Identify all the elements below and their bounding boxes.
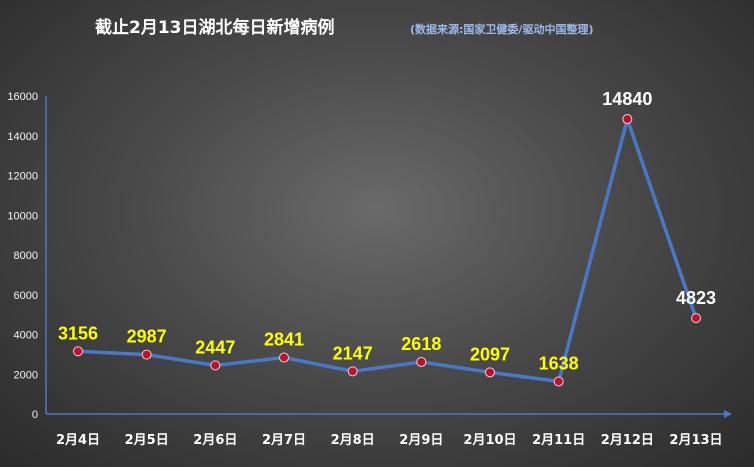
data-label: 2841 — [264, 330, 304, 350]
data-label: 2147 — [333, 343, 373, 363]
x-tick-label: 2月8日 — [331, 433, 375, 448]
y-tick-label: 6000 — [14, 290, 38, 302]
x-tick-label: 2月5日 — [125, 433, 169, 448]
data-label: 2987 — [127, 327, 167, 347]
y-tick-label: 14000 — [7, 131, 38, 143]
x-tick-label: 2月13日 — [669, 433, 722, 448]
data-label: 4823 — [676, 288, 716, 308]
data-label: 2618 — [401, 334, 441, 354]
data-point — [279, 352, 289, 363]
data-point — [141, 349, 152, 360]
y-tick-label: 12000 — [7, 171, 38, 183]
x-tick-label: 2月7日 — [262, 433, 306, 448]
x-tick-label: 2月10日 — [463, 433, 516, 448]
data-label: 14840 — [602, 89, 652, 109]
x-tick-label: 2月11日 — [532, 433, 585, 448]
chart-title: 截止2月13日湖北每日新增病例 — [95, 17, 335, 38]
series-group — [73, 114, 701, 387]
data-label: 1638 — [539, 353, 579, 373]
data-point — [210, 360, 221, 371]
y-tick-label: 8000 — [14, 250, 38, 262]
data-label: 2097 — [470, 344, 510, 364]
data-point — [485, 367, 495, 378]
y-tick-label: 4000 — [14, 330, 38, 342]
y-tick-label: 10000 — [7, 210, 38, 222]
data-point — [347, 366, 358, 377]
x-tick-label: 2月9日 — [399, 433, 443, 448]
data-point — [416, 356, 427, 367]
data-point — [691, 313, 701, 324]
chart-subtitle: (数据来源:国家卫健委/驱动中国整理) — [410, 22, 593, 36]
y-tick-label: 16000 — [7, 91, 38, 103]
x-tick-label: 2月12日 — [601, 433, 654, 448]
data-point — [73, 346, 83, 357]
data-point — [553, 376, 564, 387]
data-label: 2447 — [195, 337, 235, 357]
series-line — [77, 117, 698, 384]
data-label: 3156 — [58, 323, 98, 343]
y-tick-group: 0 2000 4000 6000 8000 10000 12000 14000 16000 — [7, 91, 38, 421]
x-tick-label: 2月6日 — [193, 433, 237, 448]
x-tick-group: 2月4日 2月5日 2月6日 2月7日 2月8日 2月9日 2月10日 2月11日 2月12日 2… — [56, 433, 723, 448]
data-label-group: 3156 2987 2447 2841 2147 2618 2097 1638 14840 482… — [58, 89, 716, 373]
data-point — [622, 114, 633, 125]
y-tick-label: 2000 — [14, 369, 38, 381]
x-tick-label: 2月4日 — [56, 433, 100, 448]
y-tick-label: 0 — [32, 409, 38, 421]
